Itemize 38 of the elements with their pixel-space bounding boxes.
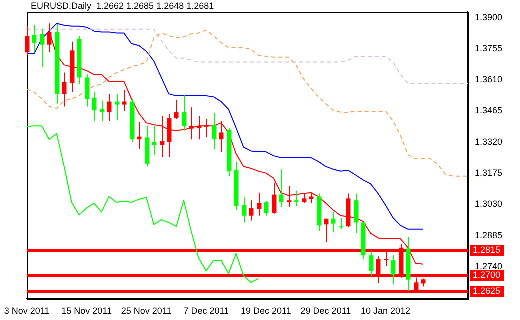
x-tick-label: 3 Nov 2011 xyxy=(4,306,50,316)
candlestick xyxy=(197,116,202,140)
y-tick-label: 1.3465 xyxy=(475,106,503,116)
chart-title: EURUSD,Daily 1.2662 1.2685 1.2648 1.2681 xyxy=(31,1,214,11)
x-tick-label: 15 Nov 2011 xyxy=(62,306,112,316)
y-tick-label: 1.3755 xyxy=(475,43,503,54)
y-tick-label: 1.3030 xyxy=(475,199,503,210)
candlestick xyxy=(294,190,299,207)
candlestick xyxy=(189,107,194,140)
candlestick xyxy=(391,255,396,286)
x-tick-label: 10 Jan 2012 xyxy=(361,306,411,316)
candlestick xyxy=(204,118,209,138)
candlestick xyxy=(369,251,374,276)
candlestick xyxy=(85,74,90,108)
x-tick-label: 7 Dec 2011 xyxy=(184,306,230,316)
line-series xyxy=(26,28,468,84)
x-tick-label: 19 Dec 2011 xyxy=(241,306,292,316)
candlestick xyxy=(287,185,292,208)
candlestick xyxy=(331,212,336,233)
y-tick-label: 1.3610 xyxy=(475,74,503,85)
y-tick-label: 1.3900 xyxy=(475,12,503,22)
candlestick xyxy=(32,25,37,54)
candlestick xyxy=(160,116,165,158)
line-series xyxy=(26,30,468,177)
y-tick-label: 1.3175 xyxy=(475,168,503,178)
candlestick xyxy=(174,99,179,120)
y-tick-label: 1.3320 xyxy=(475,136,503,147)
x-tick-label: 25 Nov 2011 xyxy=(121,306,172,316)
y-tick-label: 1.2885 xyxy=(475,230,503,240)
ref-line-label: 1.2700 xyxy=(470,270,504,282)
candlestick xyxy=(219,120,224,153)
ref-line-label: 1.2815 xyxy=(470,245,504,256)
ref-line-label: 1.2625 xyxy=(470,286,504,298)
y-tick-label: 1.2740 xyxy=(475,261,503,272)
candlestick xyxy=(302,193,307,204)
candlestick xyxy=(309,192,314,204)
x-tick-label: 29 Dec 2011 xyxy=(300,306,352,316)
candlestick xyxy=(40,28,45,68)
